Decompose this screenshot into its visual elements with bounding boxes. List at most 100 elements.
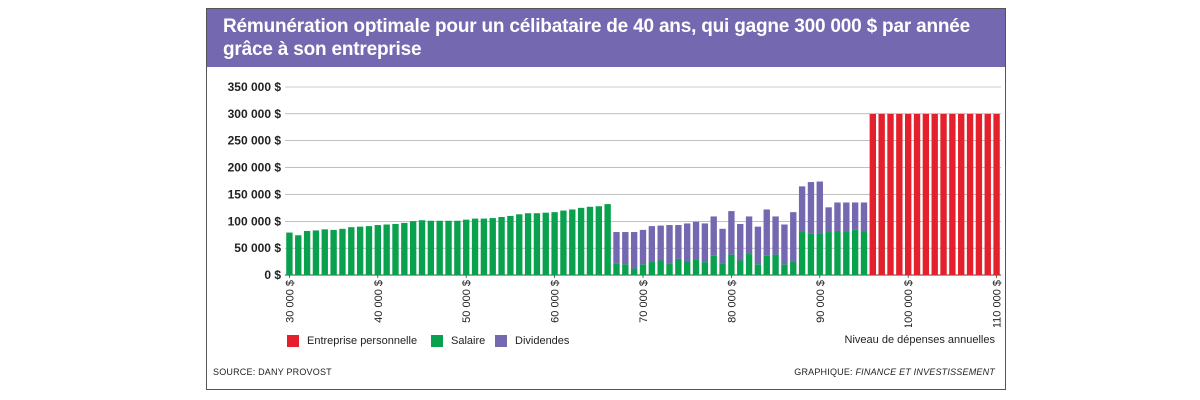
bar-salaire [480,218,488,275]
bar-salaire [807,233,815,275]
bar-salaire [533,213,541,275]
bar-entreprise [922,113,930,275]
bar-salaire [569,209,576,275]
bar-salaire [498,216,505,275]
bar-entreprise [869,113,877,275]
bar-entreprise [931,113,938,275]
bar-entreprise [958,113,965,275]
y-tick-label: 0 $ [264,268,281,282]
bar-salaire [710,255,717,275]
x-tick-label: 40 000 $ [373,280,385,323]
bar-dividendes [754,226,762,265]
chart-card: Rémunération optimale pour un célibatair… [206,8,1006,390]
bar-dividendes [692,221,700,260]
bar-salaire [418,220,426,275]
bar-entreprise [878,113,885,275]
y-tick-label: 50 000 $ [234,241,281,255]
bar-salaire [374,225,381,275]
bar-salaire [436,220,443,275]
credit-prefix: GRAPHIQUE: [794,367,856,377]
legend-label-dividendes: Dividendes [515,335,570,347]
bar-entreprise [896,113,903,275]
x-tick-label: 60 000 $ [550,280,562,323]
legend-label-entreprise: Entreprise personnelle [307,335,418,347]
bar-salaire [542,212,549,275]
bar-dividendes [684,223,691,262]
legend-item-dividendes: Dividendes [495,333,569,349]
bar-entreprise [993,113,1000,275]
bar-dividendes [807,182,815,234]
legend-item-entreprise: Entreprise personnelle [287,333,417,349]
y-axis: 0 $ 50 000 $ 100 000 $ 150 000 $ 200 000 $ 25… [228,80,282,282]
bar-salaire [604,204,611,275]
bar-salaire [507,215,514,275]
bar-salaire [295,235,302,275]
bar-salaire [622,264,629,275]
legend-item-salaire: Salaire [431,333,485,349]
bar-salaire [825,232,832,275]
bar-dividendes [630,232,638,269]
bar-salaire [860,232,868,275]
bar-entreprise [984,113,991,275]
x-tick-label: 90 000 $ [815,280,827,323]
bar-salaire [286,232,293,275]
bar-dividendes [772,216,779,255]
bar-salaire [701,262,709,275]
bar-entreprise [966,113,974,275]
bar-dividendes [622,232,629,265]
x-tick-label: 110 000 $ [992,280,1004,327]
y-tick-label: 250 000 $ [228,134,282,148]
bar-salaire [551,212,558,275]
x-tick-label: 30 000 $ [284,280,296,323]
bar-salaire [675,258,682,275]
bar-salaire [737,260,744,275]
bars [286,113,1000,275]
bar-dividendes [798,186,806,233]
legend-swatch-salaire [431,335,443,347]
bar-salaire [816,233,823,275]
bar-salaire [365,226,373,275]
y-tick-label: 100 000 $ [228,214,282,228]
bar-entreprise [949,113,956,275]
credit-publication: FINANCE ET INVESTISSEMENT [855,367,995,377]
bar-salaire [630,268,638,275]
bar-salaire [560,210,567,275]
bar-dividendes [613,232,620,264]
x-tick-label: 70 000 $ [638,280,650,323]
chart-title: Rémunération optimale pour un célibatair… [223,16,971,60]
bar-dividendes [710,216,717,256]
bar-salaire [401,222,408,275]
bar-dividendes [816,181,823,234]
bar-salaire [843,232,850,275]
bar-salaire [471,218,479,275]
bar-dividendes [728,211,735,255]
bar-salaire [851,229,859,275]
y-tick-label: 200 000 $ [228,161,282,175]
bar-salaire [719,263,726,275]
bar-dividendes [719,228,726,264]
bar-salaire [798,232,806,275]
bar-dividendes [701,223,709,263]
bar-salaire [772,254,779,275]
bar-dividendes [745,216,753,255]
legend-swatch-dividendes [495,335,507,347]
bar-dividendes [834,202,841,231]
bar-dividendes [860,202,868,233]
bar-dividendes [639,229,647,265]
y-tick-label: 150 000 $ [228,187,282,201]
bar-entreprise [905,113,912,275]
bar-dividendes [790,212,797,262]
bar-salaire [577,207,585,275]
y-tick-label: 300 000 $ [228,107,282,121]
bar-entreprise [975,113,983,275]
bar-dividendes [648,226,656,262]
bar-salaire [834,230,841,275]
bar-dividendes [737,223,744,261]
bar-salaire [330,229,337,275]
graphic-credit: GRAPHIQUE: FINANCE ET INVESTISSEMENT [794,367,995,377]
bar-dividendes [781,224,788,265]
legend-swatch-entreprise [287,335,299,347]
bar-salaire [613,263,620,275]
bar-entreprise [913,113,921,275]
bar-salaire [356,226,364,275]
